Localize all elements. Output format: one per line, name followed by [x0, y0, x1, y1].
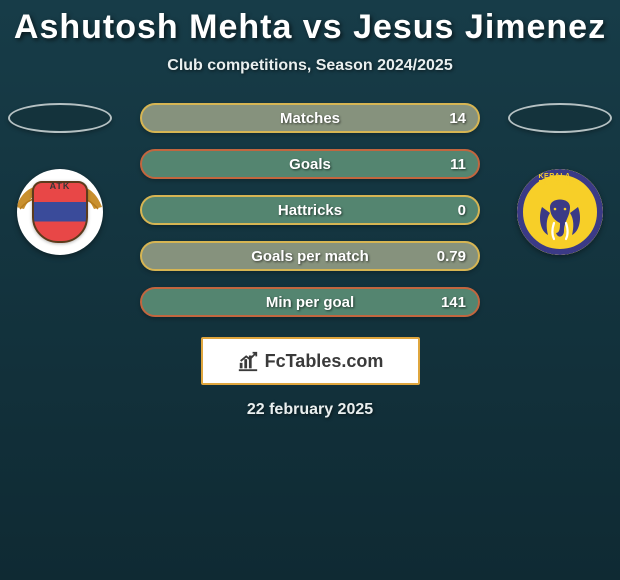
stat-value-right: 11	[450, 156, 466, 173]
stat-value-right: 141	[441, 294, 466, 311]
date-text: 22 february 2025	[0, 401, 620, 419]
right-team-column: KERALA BLASTERS	[500, 103, 620, 255]
atk-shield-icon	[32, 181, 88, 243]
stat-bar: Hattricks 0	[140, 195, 480, 225]
left-flag-placeholder	[8, 103, 112, 133]
elephant-icon	[534, 193, 586, 245]
stat-bar: Matches 14	[140, 103, 480, 133]
stat-label: Matches	[280, 110, 340, 127]
page-title: Ashutosh Mehta vs Jesus Jimenez	[0, 0, 620, 47]
left-team-logo	[17, 169, 103, 255]
stat-label: Hattricks	[278, 202, 342, 219]
stat-bars: Matches 14 Goals 11 Hattricks 0 Goals per matc…	[140, 95, 480, 317]
stat-value-right: 0.79	[437, 248, 466, 265]
right-flag-placeholder	[508, 103, 612, 133]
stat-label: Goals per match	[251, 248, 369, 265]
stat-value-right: 14	[449, 110, 466, 127]
comparison-layout: KERALA BLASTERS Matches 14 Goals 11 Hattrick…	[0, 95, 620, 317]
stat-label: Min per goal	[266, 294, 354, 311]
stat-bar: Min per goal 141	[140, 287, 480, 317]
left-team-column	[0, 103, 120, 255]
kerala-label: KERALA BLASTERS	[539, 173, 582, 187]
stat-label: Goals	[289, 156, 331, 173]
right-team-logo: KERALA BLASTERS	[517, 169, 603, 255]
brand-text: FcTables.com	[265, 351, 384, 372]
subtitle: Club competitions, Season 2024/2025	[0, 57, 620, 75]
stat-bar: Goals per match 0.79	[140, 241, 480, 271]
stat-value-right: 0	[458, 202, 466, 219]
brand-box: FcTables.com	[201, 337, 420, 385]
stat-bar: Goals 11	[140, 149, 480, 179]
bar-chart-icon	[237, 350, 259, 372]
